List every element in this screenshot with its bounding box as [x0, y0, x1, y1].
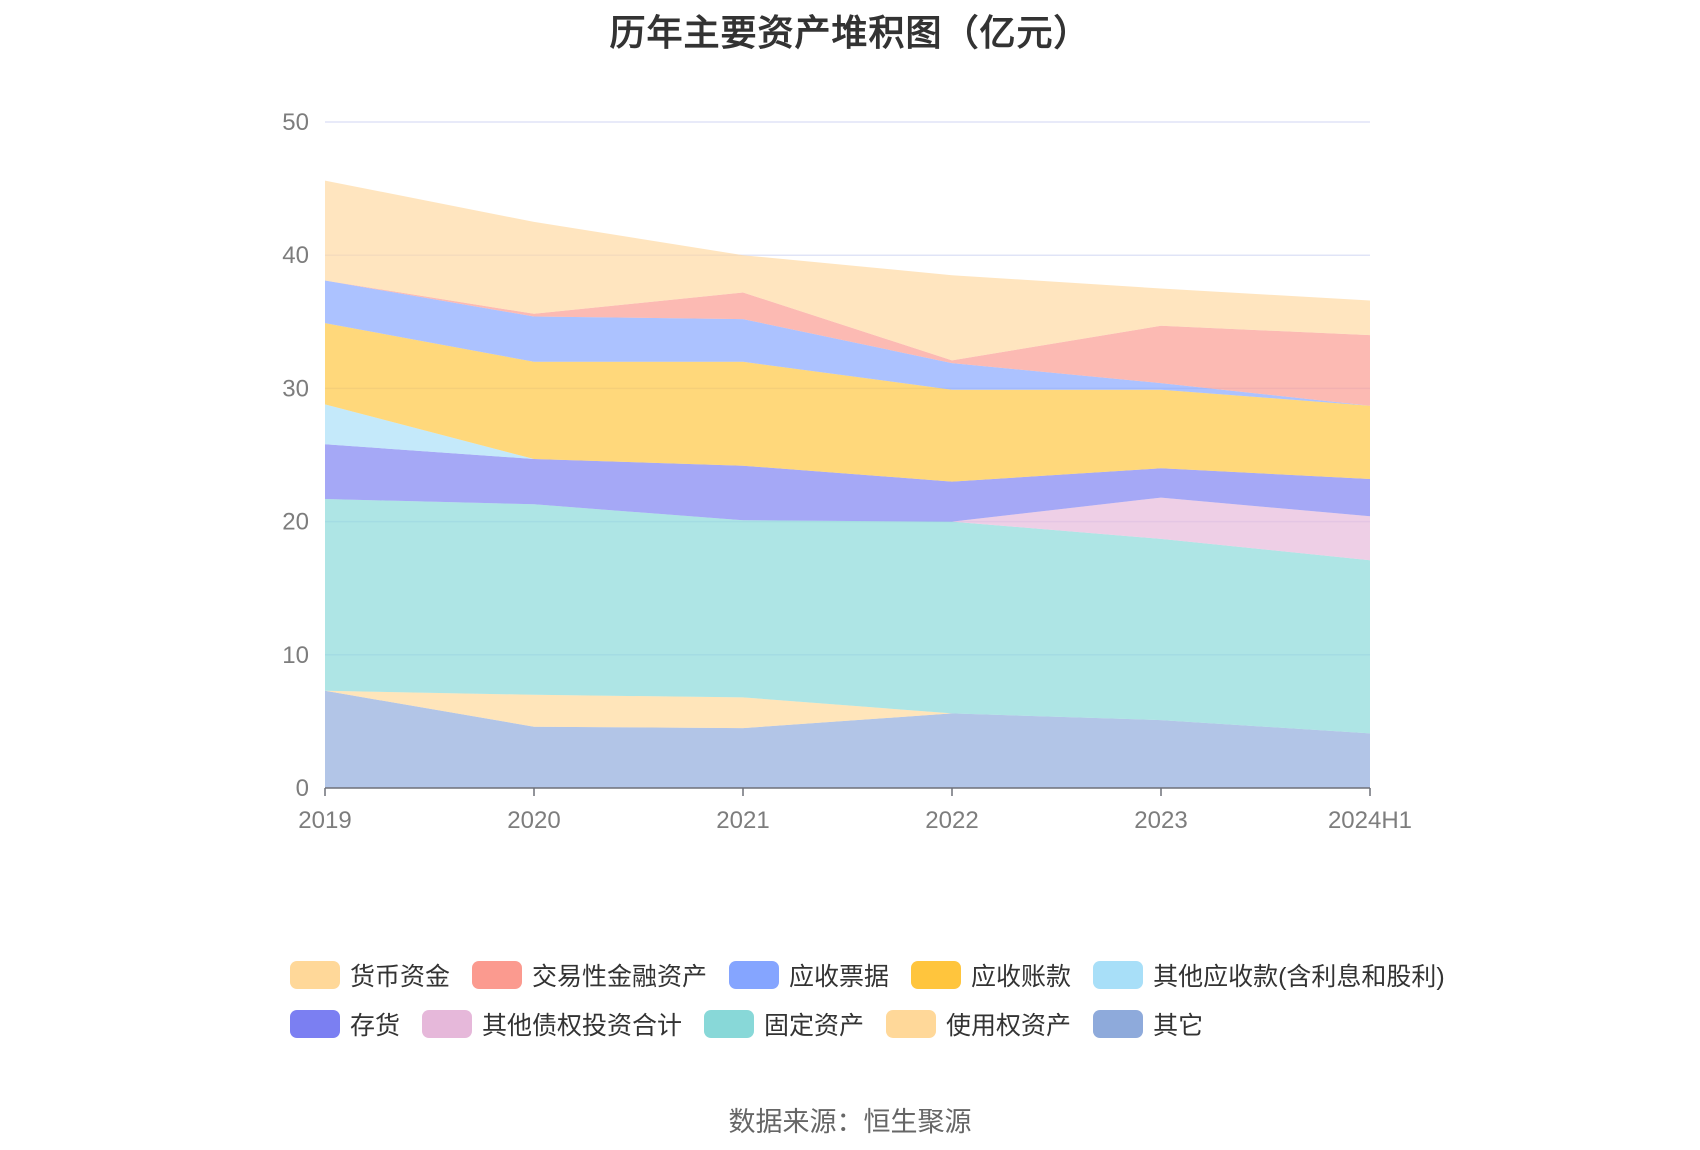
- legend-swatch: [704, 1010, 755, 1038]
- legend-swatch: [290, 1010, 340, 1038]
- legend-label: 其他应收款(含利息和股利): [1153, 963, 1445, 991]
- y-tick-label: 50: [282, 109, 309, 136]
- legend-label: 使用权资产: [946, 1012, 1072, 1040]
- y-tick-label: 20: [282, 509, 309, 536]
- legend-label: 其它: [1153, 1012, 1204, 1040]
- legend-swatch: [422, 1010, 473, 1038]
- legend-item[interactable]: 固定资产: [704, 1006, 864, 1042]
- x-tick-label: 2019: [298, 807, 351, 834]
- area-series-6: [325, 323, 1370, 482]
- legend-label: 货币资金: [350, 963, 451, 991]
- legend-swatch: [1093, 961, 1144, 989]
- legend-item[interactable]: 其他应收款(含利息和股利): [1093, 957, 1445, 993]
- legend-item[interactable]: 其他债权投资合计: [422, 1006, 682, 1042]
- x-tick-label: 2022: [925, 807, 978, 834]
- legend-label: 其他债权投资合计: [482, 1012, 683, 1040]
- legend-swatch: [1093, 1010, 1144, 1038]
- legend-swatch: [472, 961, 523, 989]
- legend-label: 交易性金融资产: [532, 963, 708, 991]
- legend-item[interactable]: 使用权资产: [886, 1006, 1071, 1042]
- legend-row-2: 存货 其他债权投资合计 固定资产 使用权资产 其它: [290, 1004, 1440, 1044]
- legend-item[interactable]: 货币资金: [290, 957, 450, 993]
- legend-swatch: [886, 1010, 937, 1038]
- area-series-layer: [325, 180, 1370, 788]
- y-tick-label: 10: [282, 642, 309, 669]
- legend-swatch: [729, 961, 780, 989]
- area-series-1: [325, 690, 1370, 734]
- legend-label: 应收票据: [789, 963, 890, 991]
- chart-title: 历年主要资产堆积图（亿元）: [609, 12, 1091, 53]
- area-series-7: [325, 280, 1370, 406]
- area-series-0: [325, 690, 1370, 788]
- legend: 货币资金 交易性金融资产 应收票据 应收账款 其他应收款(含利息和股利) 存货 其他债权投…: [290, 955, 1445, 1053]
- x-tick-label: 2020: [507, 807, 560, 834]
- area-series-3: [325, 497, 1370, 561]
- legend-row-1: 货币资金 交易性金融资产 应收票据 应收账款 其他应收款(含利息和股利): [290, 955, 1445, 995]
- x-tick-label: 2021: [716, 807, 769, 834]
- area-series-2: [325, 499, 1370, 734]
- legend-swatch: [911, 961, 962, 989]
- area-series-4: [325, 444, 1370, 522]
- y-tick-label: 0: [296, 775, 309, 802]
- data-source-note: 数据来源：恒生聚源: [728, 1107, 972, 1137]
- legend-item[interactable]: 存货: [290, 1006, 400, 1042]
- legend-item[interactable]: 交易性金融资产: [472, 957, 707, 993]
- area-series-9: [325, 180, 1370, 361]
- legend-swatch: [290, 961, 340, 989]
- legend-label: 存货: [350, 1012, 401, 1040]
- y-tick-label: 30: [282, 375, 309, 402]
- legend-label: 应收账款: [971, 963, 1072, 991]
- legend-item[interactable]: 应收票据: [729, 957, 889, 993]
- axes: 0 10 20 30 40 50 2019 2020 2021 2022 2023 2024H1: [282, 109, 1412, 834]
- x-tick-label: 2024H1: [1328, 807, 1412, 834]
- area-series-8: [325, 280, 1370, 406]
- y-tick-label: 40: [282, 242, 309, 269]
- x-tick-label: 2023: [1134, 807, 1187, 834]
- legend-item[interactable]: 其它: [1093, 1006, 1203, 1042]
- legend-item[interactable]: 应收账款: [911, 957, 1071, 993]
- legend-label: 固定资产: [764, 1012, 865, 1040]
